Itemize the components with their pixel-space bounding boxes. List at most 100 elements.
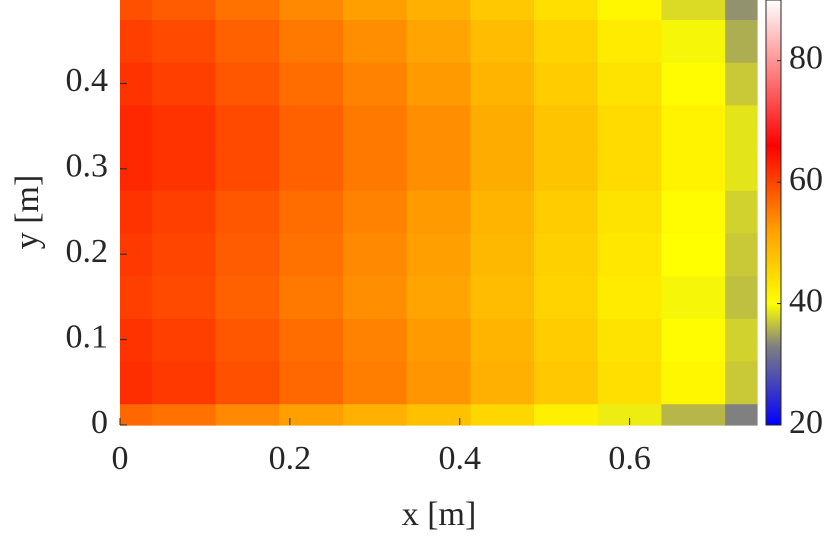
heat-cell <box>725 190 758 234</box>
heat-cell <box>597 318 663 362</box>
heat-cell <box>406 190 471 234</box>
heat-cell <box>534 318 599 362</box>
y-tick-label: 0.1 <box>66 318 109 355</box>
colorbar-tick-label: 80 <box>789 40 823 77</box>
heat-cell <box>151 0 217 20</box>
heat-cell <box>151 19 217 63</box>
heat-cell <box>597 403 663 426</box>
heat-cell <box>406 232 471 277</box>
heat-cell <box>342 0 408 20</box>
x-axis-label: x [m] <box>402 496 477 533</box>
y-tick-label: 0.3 <box>66 148 109 185</box>
heat-cell <box>470 318 535 362</box>
heat-cell <box>406 0 471 20</box>
heat-cell <box>597 19 663 63</box>
heat-cell <box>120 360 153 405</box>
colorbar <box>765 0 782 426</box>
heat-cell <box>215 62 280 106</box>
heat-cell <box>406 104 471 149</box>
heat-cell <box>279 0 344 20</box>
heat-cell <box>151 104 217 149</box>
y-tick-label: 0.4 <box>66 62 109 99</box>
heat-cell <box>279 360 344 405</box>
heat-cell <box>342 104 408 149</box>
heat-cell <box>725 360 758 405</box>
heat-cell <box>534 190 599 234</box>
heat-cell <box>725 318 758 362</box>
heat-cell <box>534 403 599 426</box>
x-tick-label: 0.2 <box>269 440 312 477</box>
y-axis-label: y [m] <box>9 175 46 250</box>
y-tick-label: 0 <box>91 404 108 441</box>
heat-cell <box>534 62 599 106</box>
heat-cell <box>661 190 726 234</box>
heat-cell <box>215 19 280 63</box>
colorbar-tick-label: 60 <box>789 161 823 198</box>
heat-cell <box>215 104 280 149</box>
heat-cell <box>120 403 153 426</box>
heat-cell <box>151 318 217 362</box>
heat-cell <box>279 19 344 63</box>
heat-cell <box>342 62 408 106</box>
heat-cell <box>661 62 726 106</box>
heat-cell <box>279 62 344 106</box>
heat-cell <box>342 147 408 191</box>
heat-cell <box>534 19 599 63</box>
heat-cell <box>342 275 408 319</box>
heat-cell <box>151 190 217 234</box>
heat-cell <box>342 403 408 426</box>
heat-cell <box>406 275 471 319</box>
x-tick-label: 0 <box>112 440 129 477</box>
heat-cell <box>470 275 535 319</box>
heat-cell <box>470 360 535 405</box>
heat-cell <box>661 104 726 149</box>
heat-cell <box>342 19 408 63</box>
heat-cell <box>120 275 153 319</box>
heat-cell <box>470 104 535 149</box>
heat-cell <box>534 104 599 149</box>
heat-cell <box>406 318 471 362</box>
heat-cell <box>279 190 344 234</box>
heat-cell <box>215 147 280 191</box>
heat-cell <box>406 403 471 426</box>
heat-cell <box>406 147 471 191</box>
heat-cell <box>151 147 217 191</box>
heat-cell <box>661 360 726 405</box>
heat-cell <box>534 232 599 277</box>
heat-cell <box>597 275 663 319</box>
colorbar-tick-label: 40 <box>789 282 823 319</box>
heat-cell <box>661 403 726 426</box>
x-tick-label: 0.4 <box>438 440 481 477</box>
heat-cell <box>597 147 663 191</box>
heat-cell <box>725 275 758 319</box>
heat-cell <box>725 232 758 277</box>
heat-cell <box>470 232 535 277</box>
heat-cell <box>215 403 280 426</box>
heat-cell <box>470 0 535 20</box>
heat-cell <box>534 275 599 319</box>
colorbar-tick-label: 20 <box>789 404 823 441</box>
heat-cell <box>215 275 280 319</box>
heat-cell <box>597 62 663 106</box>
heat-cell <box>279 232 344 277</box>
y-tick-label: 0.2 <box>66 233 109 270</box>
heat-cell <box>279 318 344 362</box>
heat-cell <box>120 190 153 234</box>
heat-cell <box>597 104 663 149</box>
heat-cell <box>470 147 535 191</box>
heat-cell <box>725 104 758 149</box>
heat-cell <box>534 0 599 20</box>
heat-cell <box>661 318 726 362</box>
heat-cell <box>725 19 758 63</box>
heat-cell <box>470 403 535 426</box>
heat-cell <box>597 360 663 405</box>
heat-cell <box>725 147 758 191</box>
heat-cell <box>406 360 471 405</box>
heat-cell <box>215 190 280 234</box>
heat-cell <box>597 190 663 234</box>
heat-cell <box>151 62 217 106</box>
heat-cell <box>215 232 280 277</box>
heat-cell <box>725 403 758 426</box>
heat-cell <box>597 232 663 277</box>
